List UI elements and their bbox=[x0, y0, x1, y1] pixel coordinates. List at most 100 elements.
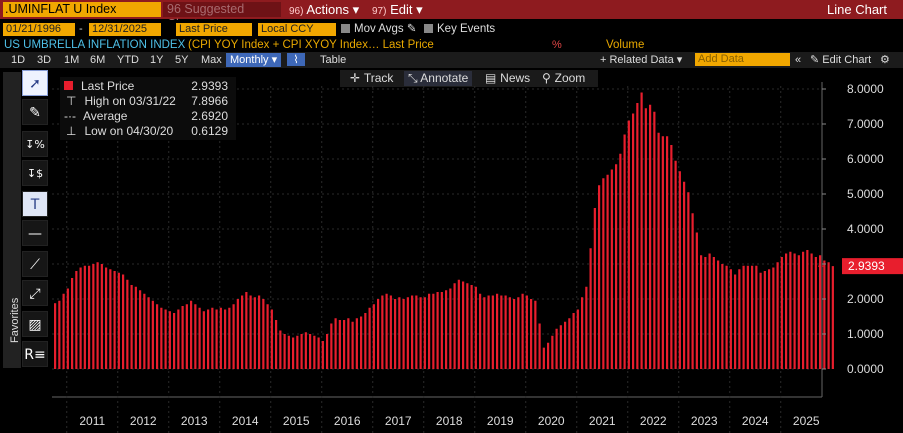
bar[interactable] bbox=[649, 104, 652, 369]
bar[interactable] bbox=[606, 174, 609, 369]
bar[interactable] bbox=[572, 313, 575, 369]
bar[interactable] bbox=[389, 295, 392, 370]
bar[interactable] bbox=[598, 185, 601, 369]
track-tool[interactable]: ✛ Track bbox=[350, 71, 393, 86]
bar[interactable] bbox=[602, 178, 605, 369]
bar[interactable] bbox=[351, 321, 354, 369]
bar[interactable] bbox=[181, 306, 184, 369]
bar[interactable] bbox=[661, 136, 664, 369]
period-1y[interactable]: 1Y bbox=[150, 54, 164, 66]
parallel-lines-icon[interactable]: ▨ bbox=[22, 311, 48, 337]
bar[interactable] bbox=[423, 297, 426, 369]
bar[interactable] bbox=[712, 257, 715, 369]
bar[interactable] bbox=[453, 283, 456, 369]
bar[interactable] bbox=[551, 335, 554, 369]
price-field-select[interactable]: Last Price bbox=[176, 23, 252, 36]
pen-tool-icon[interactable]: ✎ bbox=[22, 99, 48, 125]
bar[interactable] bbox=[500, 295, 503, 370]
bar[interactable] bbox=[62, 293, 65, 369]
bar[interactable] bbox=[355, 318, 358, 369]
bar[interactable] bbox=[802, 251, 805, 369]
bar[interactable] bbox=[122, 274, 125, 370]
bar[interactable] bbox=[623, 134, 626, 370]
bar[interactable] bbox=[185, 304, 188, 369]
bar[interactable] bbox=[644, 108, 647, 369]
bar[interactable] bbox=[372, 304, 375, 369]
edit-menu[interactable]: 97) Edit ▾ bbox=[372, 2, 423, 17]
bar[interactable] bbox=[224, 309, 227, 370]
bar[interactable] bbox=[466, 283, 469, 369]
bar[interactable] bbox=[700, 255, 703, 369]
bar[interactable] bbox=[113, 271, 116, 369]
bar[interactable] bbox=[283, 334, 286, 369]
bar[interactable] bbox=[827, 262, 830, 369]
bar[interactable] bbox=[785, 253, 788, 370]
bar[interactable] bbox=[632, 113, 635, 370]
bar[interactable] bbox=[721, 264, 724, 369]
bar[interactable] bbox=[538, 323, 541, 370]
fibonacci-icon[interactable]: R≡ bbox=[22, 341, 48, 367]
bar[interactable] bbox=[338, 320, 341, 369]
bar[interactable] bbox=[147, 297, 150, 369]
bar[interactable] bbox=[474, 286, 477, 369]
zoom-tool[interactable]: ⚲ Zoom bbox=[542, 71, 585, 86]
settings-icon[interactable]: ⚙ bbox=[880, 53, 890, 66]
edit-chart-button[interactable]: ✎ Edit Chart bbox=[810, 53, 871, 67]
bar[interactable] bbox=[517, 297, 520, 369]
text-tool-icon[interactable]: T bbox=[22, 191, 48, 217]
bar[interactable] bbox=[394, 299, 397, 369]
bar[interactable] bbox=[117, 272, 120, 369]
bar[interactable] bbox=[330, 323, 333, 370]
bar[interactable] bbox=[755, 265, 758, 369]
bar[interactable] bbox=[734, 274, 737, 370]
bar[interactable] bbox=[457, 279, 460, 369]
bar[interactable] bbox=[215, 309, 218, 370]
bar[interactable] bbox=[406, 297, 409, 369]
bar[interactable] bbox=[343, 320, 346, 369]
bar[interactable] bbox=[542, 347, 545, 369]
start-date-input[interactable]: 01/21/1996 bbox=[3, 23, 75, 36]
bar[interactable] bbox=[695, 232, 698, 370]
bar[interactable] bbox=[190, 300, 193, 369]
channel-line-icon[interactable]: ⤢ bbox=[22, 280, 48, 306]
bar[interactable] bbox=[687, 192, 690, 369]
bar[interactable] bbox=[615, 164, 618, 369]
bar[interactable] bbox=[96, 262, 99, 369]
bar[interactable] bbox=[415, 295, 418, 370]
volume-label[interactable]: Volume bbox=[606, 39, 645, 51]
bar[interactable] bbox=[66, 288, 69, 370]
bar[interactable] bbox=[207, 309, 210, 370]
period-1d[interactable]: 1D bbox=[11, 54, 26, 66]
bar[interactable] bbox=[398, 297, 401, 369]
bar[interactable] bbox=[105, 267, 108, 370]
period-5y[interactable]: 5Y bbox=[175, 54, 189, 66]
mov-avgs-toggle[interactable]: Mov Avgs ✎ bbox=[341, 23, 417, 36]
bar[interactable] bbox=[317, 337, 320, 370]
bar[interactable] bbox=[683, 181, 686, 369]
bar[interactable] bbox=[568, 318, 571, 369]
period-ytd[interactable]: YTD bbox=[117, 54, 139, 66]
news-tool[interactable]: ▤ News bbox=[485, 71, 530, 86]
bar[interactable] bbox=[381, 295, 384, 370]
bar[interactable] bbox=[534, 300, 537, 369]
bar[interactable] bbox=[266, 304, 269, 369]
bar[interactable] bbox=[279, 330, 282, 370]
bar[interactable] bbox=[483, 297, 486, 369]
bar[interactable] bbox=[151, 300, 154, 369]
bar[interactable] bbox=[139, 290, 142, 369]
pointer-tool-icon[interactable]: ➚ bbox=[22, 70, 48, 96]
bar[interactable] bbox=[334, 318, 337, 369]
dollar-arrow-icon[interactable]: ↧$ bbox=[22, 160, 48, 186]
bar[interactable] bbox=[717, 260, 720, 370]
bar[interactable] bbox=[504, 295, 507, 370]
actions-menu[interactable]: 96) Actions ▾ bbox=[289, 2, 359, 17]
bar[interactable] bbox=[313, 335, 316, 369]
bar[interactable] bbox=[576, 309, 579, 370]
bar[interactable] bbox=[134, 286, 137, 369]
bar[interactable] bbox=[83, 265, 86, 369]
bar[interactable] bbox=[725, 265, 728, 369]
bar[interactable] bbox=[581, 297, 584, 369]
bar[interactable] bbox=[300, 334, 303, 369]
bar[interactable] bbox=[287, 335, 290, 369]
bar[interactable] bbox=[92, 264, 95, 369]
